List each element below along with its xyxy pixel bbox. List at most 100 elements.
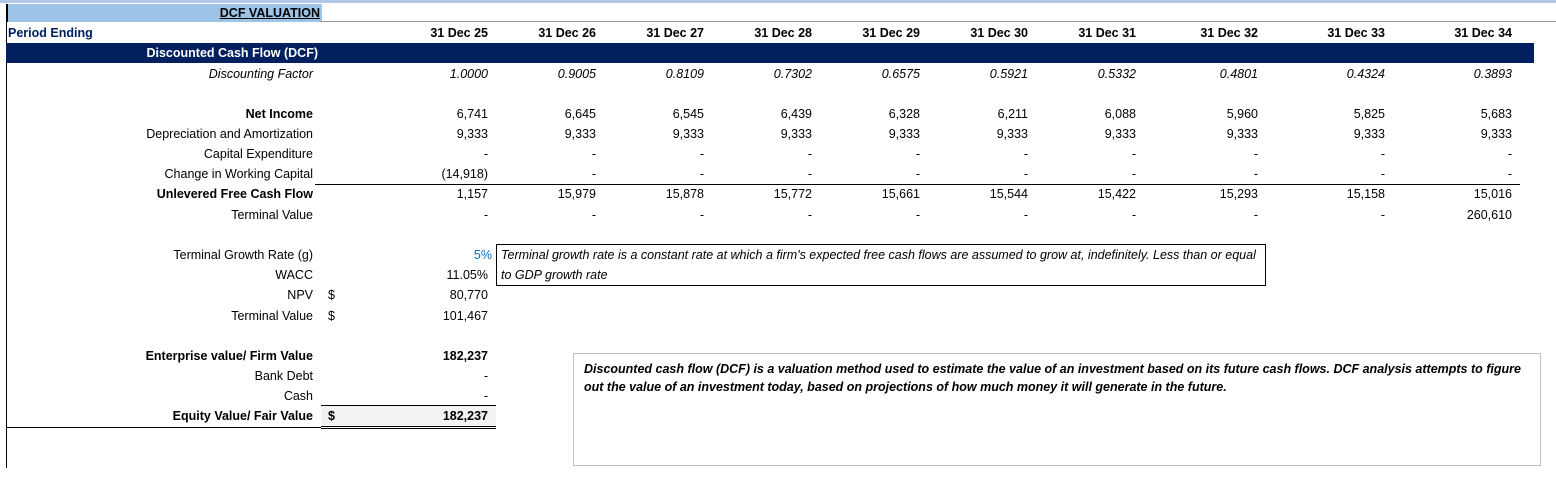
table-cell[interactable]: 1,157 [456, 187, 488, 201]
table-cell[interactable]: - [591, 167, 596, 181]
period-header[interactable]: 31 Dec 29 [862, 26, 920, 40]
period-header[interactable]: 31 Dec 27 [646, 26, 704, 40]
table-cell[interactable]: 15,016 [1473, 187, 1512, 201]
table-cell[interactable]: 15,544 [989, 187, 1028, 201]
table-cell[interactable]: 9,333 [1226, 127, 1258, 141]
table-cell[interactable]: 6,741 [456, 107, 488, 121]
table-cell[interactable]: 6,645 [564, 107, 596, 121]
table-cell[interactable]: 6,211 [997, 107, 1028, 121]
table-cell[interactable]: - [1131, 167, 1136, 181]
table-cell[interactable]: 0.4801 [1219, 67, 1258, 81]
row-label[interactable]: Capital Expenditure [203, 147, 313, 161]
table-cell[interactable]: - [807, 147, 812, 161]
summary-label[interactable]: Equity Value/ Fair Value [172, 409, 313, 423]
row-label[interactable]: Change in Working Capital [164, 167, 313, 181]
table-cell[interactable]: - [1380, 167, 1385, 181]
table-cell[interactable]: 15,878 [665, 187, 704, 201]
table-cell[interactable]: 1.0000 [449, 67, 488, 81]
summary-value[interactable]: 11.05% [446, 268, 488, 282]
table-cell[interactable]: - [591, 208, 596, 222]
table-cell[interactable]: - [699, 147, 704, 161]
table-cell[interactable]: - [1380, 208, 1385, 222]
table-cell[interactable]: - [1131, 208, 1136, 222]
table-cell[interactable]: 9,333 [456, 127, 488, 141]
table-cell[interactable]: 9,333 [888, 127, 920, 141]
table-cell[interactable]: 9,333 [780, 127, 812, 141]
table-cell[interactable]: 15,158 [1346, 187, 1385, 201]
table-cell[interactable]: - [807, 208, 812, 222]
summary-value[interactable]: 80,770 [449, 288, 488, 302]
period-header[interactable]: 31 Dec 26 [538, 26, 596, 40]
summary-label[interactable]: Bank Debt [254, 369, 313, 383]
section-title[interactable]: Discounted Cash Flow (DCF) [146, 46, 318, 60]
period-header[interactable]: 31 Dec 25 [430, 26, 488, 40]
period-header[interactable]: 31 Dec 28 [754, 26, 812, 40]
summary-label[interactable]: Terminal Growth Rate (g) [173, 248, 313, 262]
table-cell[interactable]: - [1131, 147, 1136, 161]
sheet-title[interactable]: DCF VALUATION [6, 4, 322, 22]
summary-label[interactable]: Cash [283, 389, 313, 403]
table-cell[interactable]: 15,979 [557, 187, 596, 201]
table-cell[interactable]: 9,333 [672, 127, 704, 141]
table-cell[interactable]: - [591, 147, 596, 161]
table-cell[interactable]: 6,328 [888, 107, 920, 121]
summary-label[interactable]: WACC [275, 268, 313, 282]
table-cell[interactable]: - [699, 167, 704, 181]
table-cell[interactable]: 0.8109 [665, 67, 704, 81]
table-cell[interactable]: - [699, 208, 704, 222]
row-label[interactable]: Terminal Value [231, 208, 313, 222]
table-cell[interactable]: 260,610 [1466, 208, 1512, 222]
table-cell[interactable]: 6,439 [780, 107, 812, 121]
table-cell[interactable]: 9,333 [564, 127, 596, 141]
summary-value[interactable]: 182,237 [442, 409, 488, 423]
table-cell[interactable]: 15,772 [773, 187, 812, 201]
table-cell[interactable]: 9,333 [1353, 127, 1385, 141]
table-cell[interactable]: - [1380, 147, 1385, 161]
table-cell[interactable]: 5,825 [1353, 107, 1385, 121]
table-cell[interactable]: - [1023, 208, 1028, 222]
table-cell[interactable]: 0.5921 [989, 67, 1028, 81]
period-header[interactable]: 31 Dec 34 [1454, 26, 1512, 40]
table-cell[interactable]: 9,333 [1480, 127, 1512, 141]
table-cell[interactable]: 15,293 [1219, 187, 1258, 201]
table-cell[interactable]: (14,918) [441, 167, 488, 181]
summary-value[interactable]: 5% [473, 248, 492, 262]
table-cell[interactable]: - [807, 167, 812, 181]
table-cell[interactable]: - [915, 147, 920, 161]
table-cell[interactable]: - [1023, 167, 1028, 181]
table-cell[interactable]: 0.9005 [557, 67, 596, 81]
table-cell[interactable]: 5,683 [1480, 107, 1512, 121]
table-cell[interactable]: 0.7302 [773, 67, 812, 81]
table-cell[interactable]: - [1253, 147, 1258, 161]
summary-value[interactable]: 101,467 [442, 309, 488, 323]
period-ending-label[interactable]: Period Ending [8, 26, 93, 40]
table-cell[interactable]: 5,960 [1226, 107, 1258, 121]
table-cell[interactable]: 0.5332 [1097, 67, 1136, 81]
table-cell[interactable]: - [1253, 167, 1258, 181]
summary-value[interactable]: - [483, 369, 488, 383]
table-cell[interactable]: - [915, 208, 920, 222]
summary-value[interactable]: - [483, 389, 488, 403]
table-cell[interactable]: - [915, 167, 920, 181]
table-cell[interactable]: - [1507, 147, 1512, 161]
table-cell[interactable]: 15,661 [881, 187, 920, 201]
summary-value[interactable]: 182,237 [442, 349, 488, 363]
table-cell[interactable]: 0.4324 [1346, 67, 1385, 81]
table-cell[interactable]: 9,333 [996, 127, 1028, 141]
table-cell[interactable]: - [483, 208, 488, 222]
summary-label[interactable]: NPV [287, 288, 313, 302]
table-cell[interactable]: - [1507, 167, 1512, 181]
summary-label[interactable]: Enterprise value/ Firm Value [145, 349, 313, 363]
summary-label[interactable]: Terminal Value [231, 309, 313, 323]
period-header[interactable]: 31 Dec 30 [970, 26, 1028, 40]
row-label[interactable]: Unlevered Free Cash Flow [156, 187, 313, 201]
table-cell[interactable]: 15,422 [1097, 187, 1136, 201]
table-cell[interactable]: - [1023, 147, 1028, 161]
period-header[interactable]: 31 Dec 33 [1327, 26, 1385, 40]
table-cell[interactable]: 6,545 [672, 107, 704, 121]
table-cell[interactable]: - [483, 147, 488, 161]
dcf-definition-textbox[interactable]: Discounted cash flow (DCF) is a valuatio… [573, 353, 1541, 466]
table-cell[interactable]: 0.6575 [881, 67, 920, 81]
row-label[interactable]: Depreciation and Amortization [146, 127, 313, 141]
period-header[interactable]: 31 Dec 32 [1200, 26, 1258, 40]
